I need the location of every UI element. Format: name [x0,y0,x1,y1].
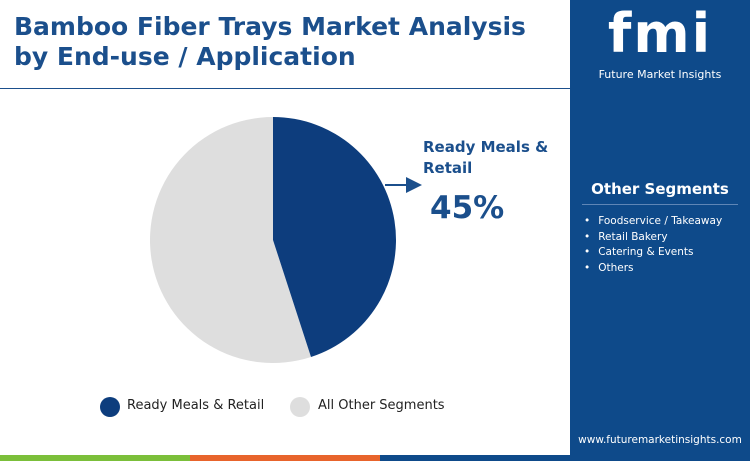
segment-item: Foodservice / Takeaway [584,214,722,230]
segment-list: Foodservice / TakeawayRetail BakeryCater… [584,214,722,276]
segment-item: Retail Bakery [584,230,722,246]
color-stripe [0,455,570,461]
divider [582,204,738,205]
legend-swatch [290,397,310,417]
chart [100,117,422,417]
legend-swatch [100,397,120,417]
divider [0,88,570,89]
legend-label: All Other Segments [318,398,445,413]
pie-slice [149,117,312,364]
value-label: 45% [430,190,505,226]
brand-tagline: Future Market Insights [598,68,722,81]
callout-label: Ready Meals & Retail [423,138,549,177]
segment-item: Others [584,261,722,277]
chart-title: Bamboo Fiber Trays Market Analysis by En… [14,12,526,71]
sidebar-heading: Other Segments [591,180,729,198]
brand-logo: fmi [607,2,713,65]
website: www.futuremarketinsights.com [578,434,742,446]
segment-item: Catering & Events [584,245,722,261]
sidebar: fmi Future Market Insights Other Segment… [570,0,750,461]
legend-label: Ready Meals & Retail [127,398,265,413]
pie-slice [273,117,396,357]
